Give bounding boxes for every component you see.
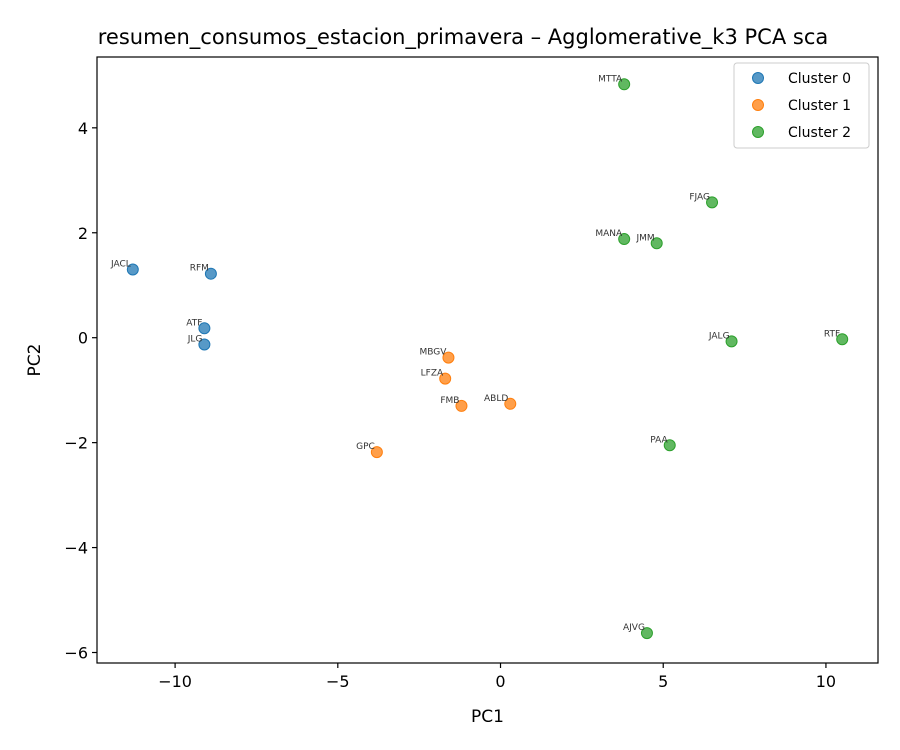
legend-marker [752, 126, 764, 138]
legend-frame [733, 62, 870, 149]
point-label: LFZA [421, 369, 444, 379]
x-tick-label: 0 [495, 672, 505, 691]
point-label: GPC [356, 442, 375, 452]
point-label: ATF [186, 318, 202, 328]
data-point [442, 351, 455, 364]
point-label: FJAG [689, 192, 710, 202]
data-point [198, 338, 211, 351]
point-label: PAA [650, 435, 668, 445]
plot-area [97, 57, 878, 663]
point-label: MBGV [420, 348, 448, 358]
y-tick-label: −4 [64, 539, 88, 558]
x-tick-label: 5 [658, 672, 668, 691]
point-label: MANA [595, 229, 623, 239]
point-label: JACL [110, 259, 131, 269]
y-tick-label: −2 [64, 434, 88, 453]
legend-label: Cluster 0 [788, 71, 851, 87]
data-point [836, 333, 849, 346]
x-axis-label: PC1 [471, 707, 504, 727]
data-point [640, 627, 653, 640]
data-point [504, 397, 517, 410]
legend-label: Cluster 1 [788, 98, 851, 114]
data-points [126, 78, 849, 640]
x-tick-label: −10 [158, 672, 192, 691]
data-point [725, 335, 738, 348]
y-tick-label: −6 [64, 644, 88, 663]
data-point [370, 446, 383, 459]
data-point [663, 439, 676, 452]
point-label: JMM [636, 233, 655, 243]
data-point [650, 237, 663, 250]
y-axis-label: PC2 [25, 344, 45, 377]
point-label: JALG [708, 331, 730, 341]
y-tick-label: 0 [78, 329, 88, 348]
data-point [618, 233, 631, 246]
legend-marker [752, 99, 764, 111]
y-tick-label: 2 [78, 224, 88, 243]
data-point [439, 372, 452, 385]
data-point [126, 263, 139, 276]
point-label: MTTA [598, 74, 623, 84]
point-label: RTF [824, 329, 840, 339]
axis-ticks: −10 −5 0 5 10 −6 −4 −2 0 2 4 [64, 119, 836, 691]
data-point [618, 78, 631, 91]
legend: Cluster 0 Cluster 1 Cluster 2 [733, 62, 870, 149]
x-tick-label: 10 [816, 672, 836, 691]
data-point [706, 196, 719, 209]
data-point [455, 399, 468, 412]
data-point [198, 322, 211, 335]
point-label: FMB [440, 396, 459, 406]
point-label: ABLD [484, 394, 508, 404]
y-tick-label: 4 [78, 119, 88, 138]
data-point [204, 267, 217, 280]
point-label: AJVG [623, 623, 645, 633]
point-labels: JACL RFM ATF JLG MBGV LFZA FMB ABLD GPC MTTA FJAG M… [110, 74, 840, 633]
chart-title: resumen_consumos_estacion_primavera – Ag… [98, 25, 828, 50]
x-tick-label: −5 [326, 672, 350, 691]
plot-frame [96, 56, 879, 664]
legend-marker [752, 72, 764, 84]
point-label: JLG [187, 335, 203, 345]
point-label: RFM [190, 264, 209, 274]
legend-label: Cluster 2 [788, 125, 851, 141]
